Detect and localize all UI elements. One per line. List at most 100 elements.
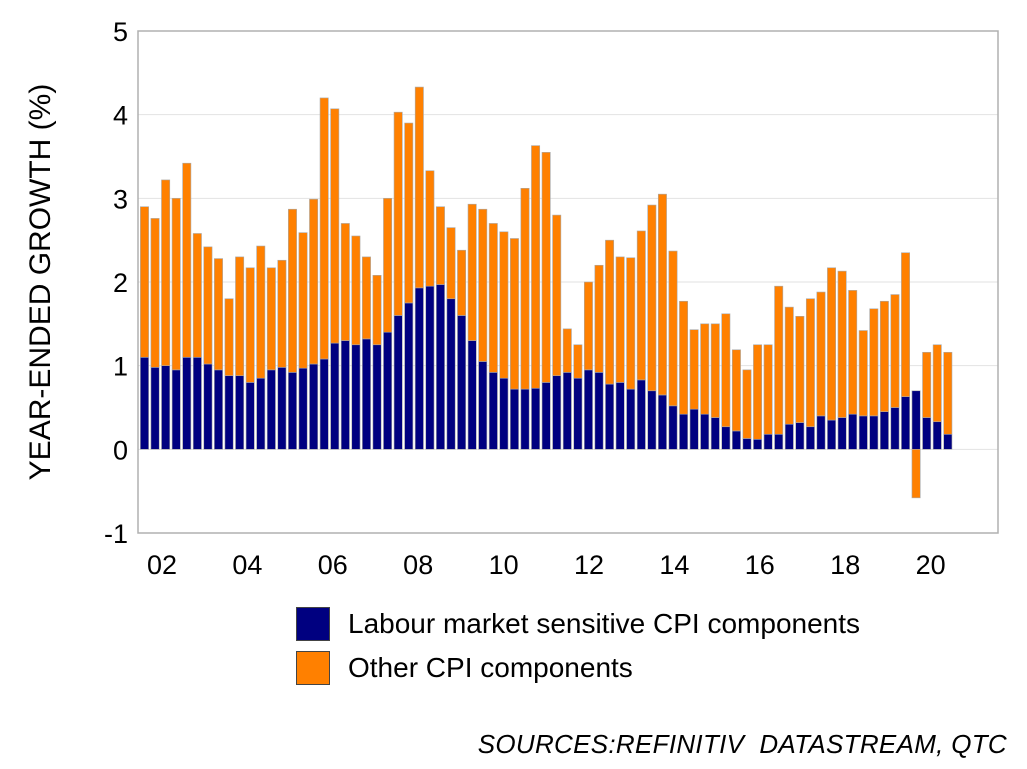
bar-other: [837, 270, 847, 418]
bar-labour: [657, 394, 667, 450]
bar-other: [467, 203, 477, 341]
y-tick-label: -1: [104, 519, 128, 549]
bar-labour: [256, 377, 266, 450]
bar-labour: [288, 372, 297, 450]
bar-other: [932, 344, 942, 423]
bar-labour: [182, 356, 192, 450]
y-tick-label: 5: [113, 17, 128, 47]
bar-other: [911, 449, 921, 499]
bar-labour: [700, 413, 710, 450]
x-tick-label: 16: [745, 550, 775, 580]
bar-other: [689, 329, 699, 410]
bar-labour: [372, 344, 382, 450]
bar-other: [668, 250, 678, 407]
bar-labour: [932, 421, 942, 450]
x-tick-label: 02: [147, 550, 177, 580]
bar-other: [436, 206, 445, 285]
bar-labour: [721, 426, 731, 450]
bar-other: [161, 179, 171, 366]
x-tick-label: 18: [830, 550, 860, 580]
bar-other: [488, 223, 498, 373]
bar-labour: [319, 358, 329, 450]
bar-labour: [552, 375, 562, 450]
bar-labour: [879, 411, 889, 450]
bar-other: [298, 232, 308, 369]
bar-other: [414, 86, 424, 289]
bar-labour: [901, 396, 910, 450]
bar-other: [140, 206, 149, 358]
bar-labour: [594, 372, 604, 450]
bar-labour: [805, 426, 815, 450]
bar-other: [531, 145, 541, 389]
bar-labour: [351, 344, 361, 450]
bar-labour: [679, 413, 689, 450]
bar-labour: [425, 285, 435, 450]
bar-other: [636, 230, 646, 381]
bar-labour: [150, 367, 160, 450]
bar-labour: [615, 382, 625, 450]
bar-labour: [161, 365, 171, 450]
bar-labour: [943, 433, 953, 450]
bar-labour: [562, 372, 572, 450]
y-tick-label: 0: [113, 435, 128, 465]
bar-labour: [277, 367, 287, 450]
bar-other: [615, 256, 625, 383]
legend-label-other: Other CPI components: [348, 652, 633, 683]
legend-label-labour: Labour market sensitive CPI components: [348, 608, 861, 639]
bar-labour: [911, 390, 921, 450]
bar-labour: [140, 356, 149, 450]
bar-other: [404, 122, 414, 304]
bar-labour: [816, 415, 826, 450]
bar-labour: [362, 338, 371, 450]
bar-labour: [763, 433, 773, 450]
bar-labour: [235, 375, 245, 450]
bar-labour: [626, 388, 636, 450]
bar-other: [890, 294, 900, 408]
bar-other: [446, 227, 456, 300]
bar-labour: [340, 340, 350, 450]
bar-other: [457, 249, 467, 316]
bar-labour: [583, 369, 593, 450]
bar-other: [901, 252, 910, 397]
bar-other: [340, 223, 350, 341]
bar-other: [224, 298, 234, 377]
bar-other: [509, 238, 519, 390]
bar-other: [541, 152, 551, 383]
bar-labour: [858, 415, 868, 450]
y-tick-label: 2: [113, 268, 128, 298]
bar-labour: [457, 315, 467, 450]
bar-other: [795, 315, 805, 423]
bar-other: [816, 291, 826, 417]
bar-other: [150, 218, 160, 368]
y-axis-label: YEAR-ENDED GROWTH (%): [24, 84, 57, 481]
bar-labour: [266, 369, 276, 450]
legend-swatch-labour: [296, 607, 330, 641]
bar-labour: [224, 375, 234, 450]
bar-labour: [689, 408, 699, 450]
bar-labour: [531, 387, 541, 450]
bar-other: [425, 170, 435, 287]
bar-other: [182, 162, 192, 358]
y-tick-labels: 5 4 3 2 1 0 -1: [104, 17, 128, 549]
bar-other: [393, 111, 403, 316]
bar-labour: [478, 361, 488, 450]
bar-labour: [203, 363, 213, 450]
bar-labour: [298, 367, 308, 450]
bar-other: [647, 204, 657, 392]
bar-labour: [245, 382, 255, 450]
bar-other: [700, 323, 710, 415]
x-tick-label: 20: [916, 550, 946, 580]
bar-labour: [436, 284, 445, 450]
x-tick-label: 08: [403, 550, 433, 580]
bar-labour: [710, 417, 720, 450]
bar-other: [351, 235, 361, 346]
bar-labour: [309, 363, 319, 450]
bar-labour: [499, 377, 509, 450]
bar-labour: [605, 383, 615, 450]
bar-other: [330, 108, 340, 344]
legend-swatch-other: [296, 651, 330, 685]
bar-other: [288, 208, 297, 373]
bar-labour: [922, 417, 932, 450]
bar-labour: [869, 415, 879, 450]
